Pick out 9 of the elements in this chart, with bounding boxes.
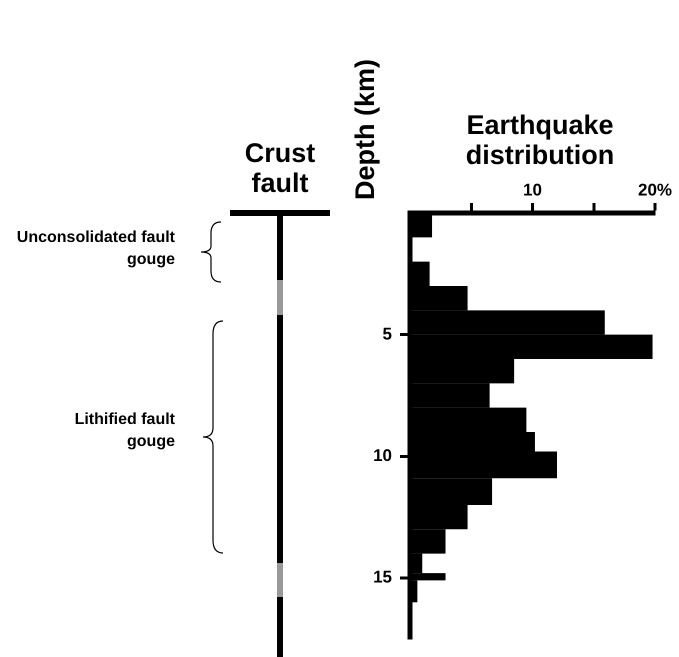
text: Lithified fault gouge: [74, 410, 175, 452]
text: Unconsolidated fault gouge: [16, 228, 175, 270]
x-axis-title: Earthquake distribution: [464, 110, 616, 170]
y-axis-title: Depth (km): [350, 58, 380, 200]
y-tick-label: 15: [373, 568, 392, 587]
y-tick-label: 5: [382, 324, 392, 344]
text: Crust fault: [244, 138, 316, 198]
y-tick-label: 10: [373, 446, 392, 465]
x-tick-label: 20%: [638, 180, 672, 200]
